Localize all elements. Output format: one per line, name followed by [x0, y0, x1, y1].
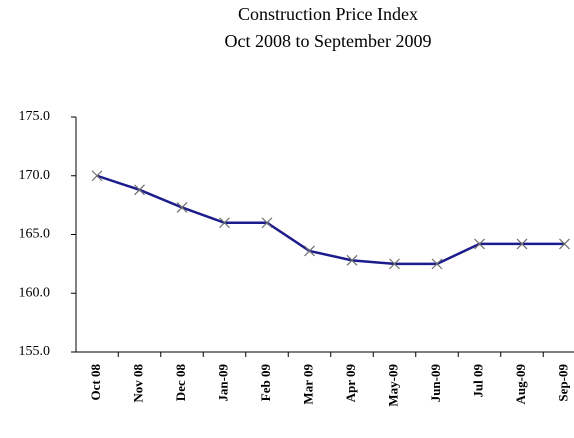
chart-subtitle: Oct 2008 to September 2009 [225, 31, 432, 51]
marker [431, 258, 443, 270]
y-tick-label: 155.0 [19, 344, 51, 359]
y-tick-label: 160.0 [19, 285, 51, 300]
x-tick-label: Nov 08 [130, 364, 145, 403]
x-tick-label: May-09 [385, 364, 400, 407]
marker [559, 238, 570, 250]
line [96, 174, 565, 266]
x-tick-label: Jan-09 [215, 364, 230, 402]
marker [219, 217, 230, 229]
marker [261, 217, 273, 229]
y-tick-label: 165.0 [19, 227, 51, 242]
marker [91, 170, 103, 182]
marker [346, 254, 358, 266]
x-tick-label: Jun-09 [428, 364, 443, 403]
marker [304, 245, 315, 257]
x-tick-label: Sep-09 [555, 364, 570, 402]
y-tick-label: 175.0 [19, 109, 51, 124]
x-tick-label: Oct 08 [88, 364, 103, 401]
x-tick-label: Feb 09 [258, 364, 273, 402]
marker [176, 202, 188, 213]
marker [389, 258, 400, 270]
x-tick-label: Jul 09 [470, 364, 485, 398]
marker [474, 238, 485, 250]
y-tick-label: 170.0 [19, 168, 51, 183]
marker [516, 238, 528, 250]
chart-title: Construction Price Index [238, 4, 418, 24]
marker [134, 184, 145, 196]
x-tick-label: Dec 08 [173, 364, 188, 402]
x-tick-label: Apr 09 [343, 364, 358, 403]
x-tick-label: Mar 09 [300, 364, 315, 405]
x-tick-label: Aug-09 [513, 364, 528, 405]
